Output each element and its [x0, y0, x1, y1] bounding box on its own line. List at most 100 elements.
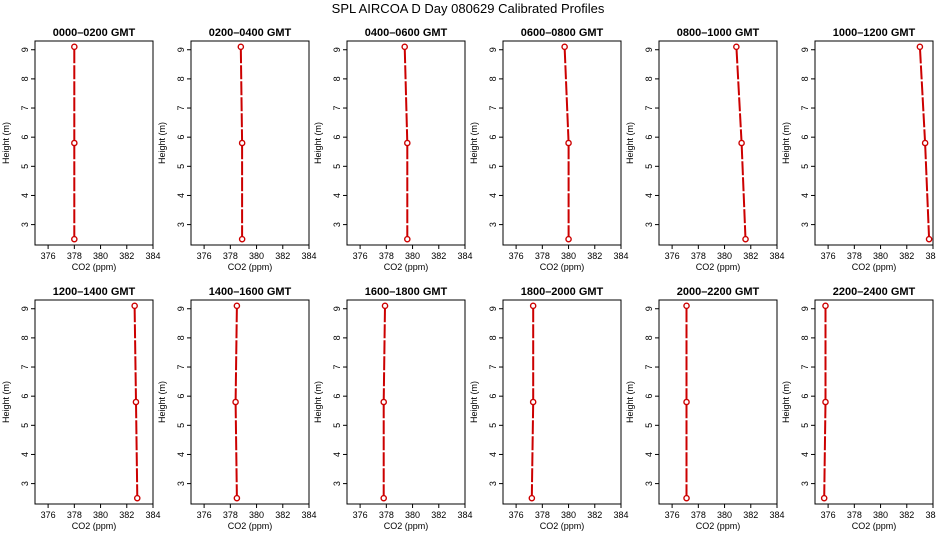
y-tick-label: 4: [176, 193, 186, 198]
x-tick-label: 382: [587, 251, 602, 261]
x-tick-label: 384: [145, 510, 160, 520]
y-tick-label: 7: [644, 106, 654, 111]
y-tick-label: 5: [332, 164, 342, 169]
profile-point: [380, 494, 388, 502]
panel-1: 0000–0200 GMT 376 378 380 382 384 CO2 (ppm) 3 4 5…: [1, 27, 161, 272]
x-tick-label: 380: [405, 251, 420, 261]
profile-point: [133, 494, 141, 502]
x-tick-label: 378: [691, 510, 706, 520]
y-tick-label: 6: [20, 394, 30, 399]
plot-frame: [658, 299, 778, 505]
y-tick-label: 9: [644, 306, 654, 311]
panel-6: 1000–1200 GMT 376 378 380 382 384 CO2 (ppm) 3 4 5…: [781, 27, 936, 272]
x-tick-label: 378: [691, 251, 706, 261]
x-tick-label: 376: [41, 510, 56, 520]
y-tick-label: 8: [332, 76, 342, 81]
x-tick-label: 382: [119, 251, 134, 261]
y-tick-label: 8: [800, 335, 810, 340]
x-axis-label: CO2 (ppm): [540, 521, 585, 531]
y-axis-label: Height (m): [1, 381, 11, 423]
profile-point: [238, 139, 246, 147]
y-tick-label: 5: [332, 423, 342, 428]
x-tick-label: 378: [379, 251, 394, 261]
y-tick-label: 3: [644, 481, 654, 486]
x-tick-label: 382: [431, 251, 446, 261]
y-tick-label: 5: [20, 423, 30, 428]
y-tick-label: 7: [176, 106, 186, 111]
y-tick-label: 8: [488, 335, 498, 340]
y-tick-label: 5: [488, 423, 498, 428]
x-tick-label: 384: [457, 510, 472, 520]
x-axis-label: CO2 (ppm): [696, 521, 741, 531]
x-tick-label: 380: [249, 510, 264, 520]
profile-point: [132, 398, 140, 406]
profile-point: [925, 235, 933, 243]
profile-point: [233, 494, 241, 502]
x-tick-label: 376: [41, 251, 56, 261]
y-tick-label: 9: [176, 47, 186, 52]
y-tick-label: 5: [644, 423, 654, 428]
x-tick-label: 376: [197, 510, 212, 520]
y-tick-label: 9: [20, 47, 30, 52]
y-tick-label: 7: [644, 365, 654, 370]
y-tick-label: 4: [488, 193, 498, 198]
y-tick-label: 3: [800, 222, 810, 227]
profile-point: [238, 235, 246, 243]
panel-title: 1400–1600 GMT: [209, 286, 292, 298]
panel-2: 0200–0400 GMT 376 378 380 382 384 CO2 (ppm) 3 4 5…: [157, 27, 317, 272]
y-tick-label: 4: [644, 452, 654, 457]
plot-frame: [502, 40, 622, 246]
x-axis-label: CO2 (ppm): [228, 521, 273, 531]
profile-point: [565, 235, 572, 243]
y-tick-label: 7: [20, 106, 30, 111]
x-tick-label: 376: [353, 251, 368, 261]
x-tick-label: 378: [223, 510, 238, 520]
panel-4: 0600–0800 GMT 376 378 380 382 384 CO2 (ppm) 3 4 5…: [469, 27, 629, 272]
y-axis-label: Height (m): [1, 122, 11, 164]
profile-point: [71, 235, 78, 243]
x-tick-label: 384: [925, 510, 936, 520]
y-tick-label: 3: [332, 481, 342, 486]
plot-frame: [814, 299, 934, 505]
y-tick-label: 9: [20, 306, 30, 311]
panel-title: 0000–0200 GMT: [53, 27, 136, 39]
panel-title: 1200–1400 GMT: [53, 286, 136, 298]
panel-8: 1400–1600 GMT 376 378 380 382 384 CO2 (ppm) 3 4 5…: [157, 286, 317, 531]
profile-point: [401, 43, 408, 51]
x-tick-label: 380: [873, 251, 888, 261]
y-axis-label: Height (m): [157, 122, 167, 164]
x-tick-label: 382: [587, 510, 602, 520]
x-axis-label: CO2 (ppm): [72, 262, 117, 272]
profile-point: [71, 139, 78, 147]
x-tick-label: 382: [275, 251, 290, 261]
figure-title: SPL AIRCOA D Day 080629 Calibrated Profi…: [331, 1, 605, 16]
y-tick-label: 5: [176, 164, 186, 169]
y-axis-label: Height (m): [625, 122, 635, 164]
x-tick-label: 376: [509, 510, 524, 520]
x-axis-label: CO2 (ppm): [540, 262, 585, 272]
profile-point: [820, 494, 828, 502]
x-tick-label: 384: [613, 251, 628, 261]
y-tick-label: 9: [176, 306, 186, 311]
profile-point: [404, 139, 411, 147]
profile-point: [742, 235, 749, 243]
panel-title: 2000–2200 GMT: [677, 286, 760, 298]
y-tick-label: 8: [176, 335, 186, 340]
y-tick-label: 7: [176, 365, 186, 370]
x-axis-label: CO2 (ppm): [72, 521, 117, 531]
y-tick-label: 4: [332, 452, 342, 457]
x-tick-label: 378: [67, 251, 82, 261]
y-tick-label: 3: [488, 481, 498, 486]
y-axis-label: Height (m): [313, 381, 323, 423]
plot-frame: [34, 299, 154, 505]
y-tick-label: 6: [332, 394, 342, 399]
y-tick-label: 4: [488, 452, 498, 457]
x-axis-label: CO2 (ppm): [384, 262, 429, 272]
x-tick-label: 380: [561, 251, 576, 261]
x-tick-label: 376: [197, 251, 212, 261]
x-tick-label: 380: [561, 510, 576, 520]
y-tick-label: 8: [332, 335, 342, 340]
profile-point: [529, 398, 537, 406]
x-tick-label: 384: [925, 251, 936, 261]
